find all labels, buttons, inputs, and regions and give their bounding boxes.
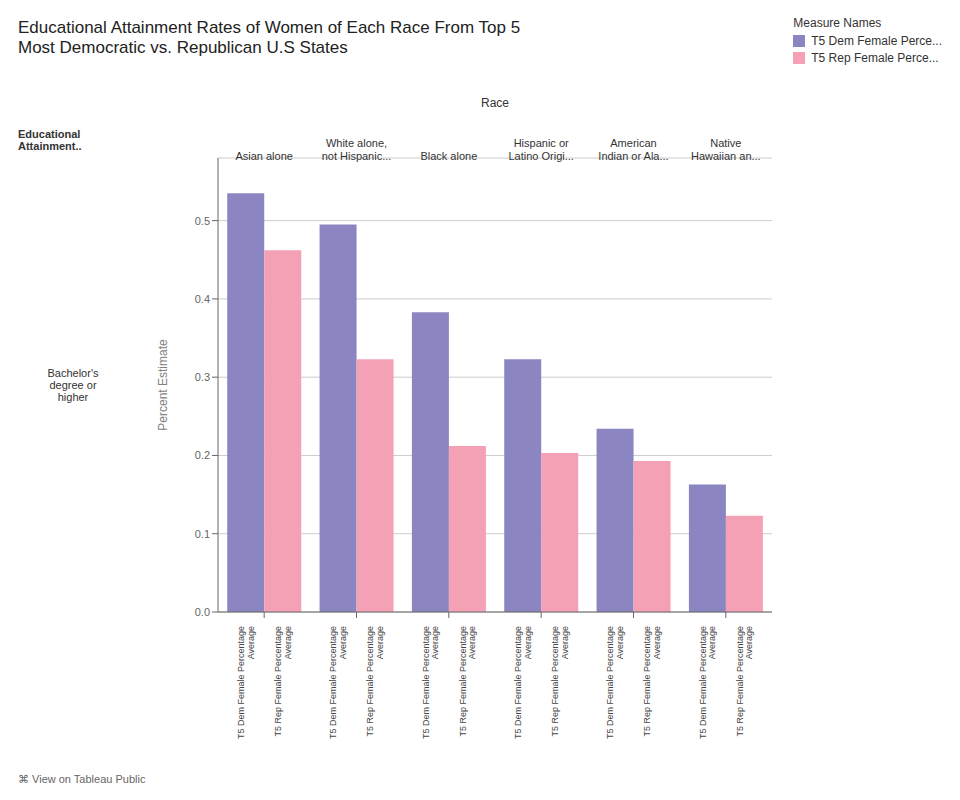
svg-text:T5 Rep Female PercentageAverag: T5 Rep Female PercentageAverage <box>365 626 385 737</box>
svg-text:NativeHawaiian an...: NativeHawaiian an... <box>691 137 761 162</box>
svg-text:0.2: 0.2 <box>195 449 210 461</box>
svg-text:T5 Dem Female PercentageAverag: T5 Dem Female PercentageAverage <box>698 626 718 739</box>
svg-text:White alone,not Hispanic...: White alone,not Hispanic... <box>322 137 392 162</box>
svg-text:AmericanIndian or Ala...: AmericanIndian or Ala... <box>598 137 668 162</box>
html-text:Race: Race <box>481 96 509 110</box>
svg-text:Asian alone: Asian alone <box>235 150 293 162</box>
svg-text:0.0: 0.0 <box>195 606 210 618</box>
svg-text:T5 Rep Female PercentageAverag: T5 Rep Female PercentageAverage <box>642 626 662 737</box>
svg-text:T5 Dem Female PercentageAverag: T5 Dem Female PercentageAverage <box>328 626 348 739</box>
svg-text:0.5: 0.5 <box>195 215 210 227</box>
svg-text:T5 Rep Female PercentageAverag: T5 Rep Female PercentageAverage <box>735 626 755 737</box>
svg-text:T5 Rep Female PercentageAverag: T5 Rep Female PercentageAverage <box>550 626 570 737</box>
html-text:Measure Names: Measure Names <box>793 16 882 30</box>
svg-text:Percent Estimate: Percent Estimate <box>156 339 170 431</box>
svg-text:T5 Dem Female PercentageAverag: T5 Dem Female PercentageAverage <box>513 626 533 739</box>
svg-text:T5 Dem Female PercentageAverag: T5 Dem Female PercentageAverage <box>605 626 625 739</box>
html-text:Bachelor's degree or higher: Bachelor's degree or higher <box>47 367 99 403</box>
svg-text:0.3: 0.3 <box>195 371 210 383</box>
html-text:Educational Attainment..: Educational Attainment.. <box>18 128 82 152</box>
svg-text:T5 Dem Female PercentageAverag: T5 Dem Female PercentageAverage <box>236 626 256 739</box>
html-text:T5 Dem Female Perce...: T5 Dem Female Perce... <box>811 34 942 48</box>
svg-text:Hispanic orLatino Origi...: Hispanic orLatino Origi... <box>508 137 573 162</box>
svg-text:T5 Dem Female PercentageAverag: T5 Dem Female PercentageAverage <box>421 626 441 739</box>
html-text:T5 Rep Female Perce...: T5 Rep Female Perce... <box>811 51 939 65</box>
svg-text:T5 Rep Female PercentageAverag: T5 Rep Female PercentageAverage <box>458 626 478 737</box>
html-text:Educational Attainment Rates o: Educational Attainment Rates of Women of… <box>18 18 521 57</box>
svg-text:0.1: 0.1 <box>195 528 210 540</box>
svg-text:0.4: 0.4 <box>195 293 210 305</box>
svg-text:T5 Rep Female PercentageAverag: T5 Rep Female PercentageAverage <box>273 626 293 737</box>
html-text:⌘ View on Tableau Public: ⌘ View on Tableau Public <box>18 773 146 785</box>
svg-text:Black alone: Black alone <box>420 150 477 162</box>
